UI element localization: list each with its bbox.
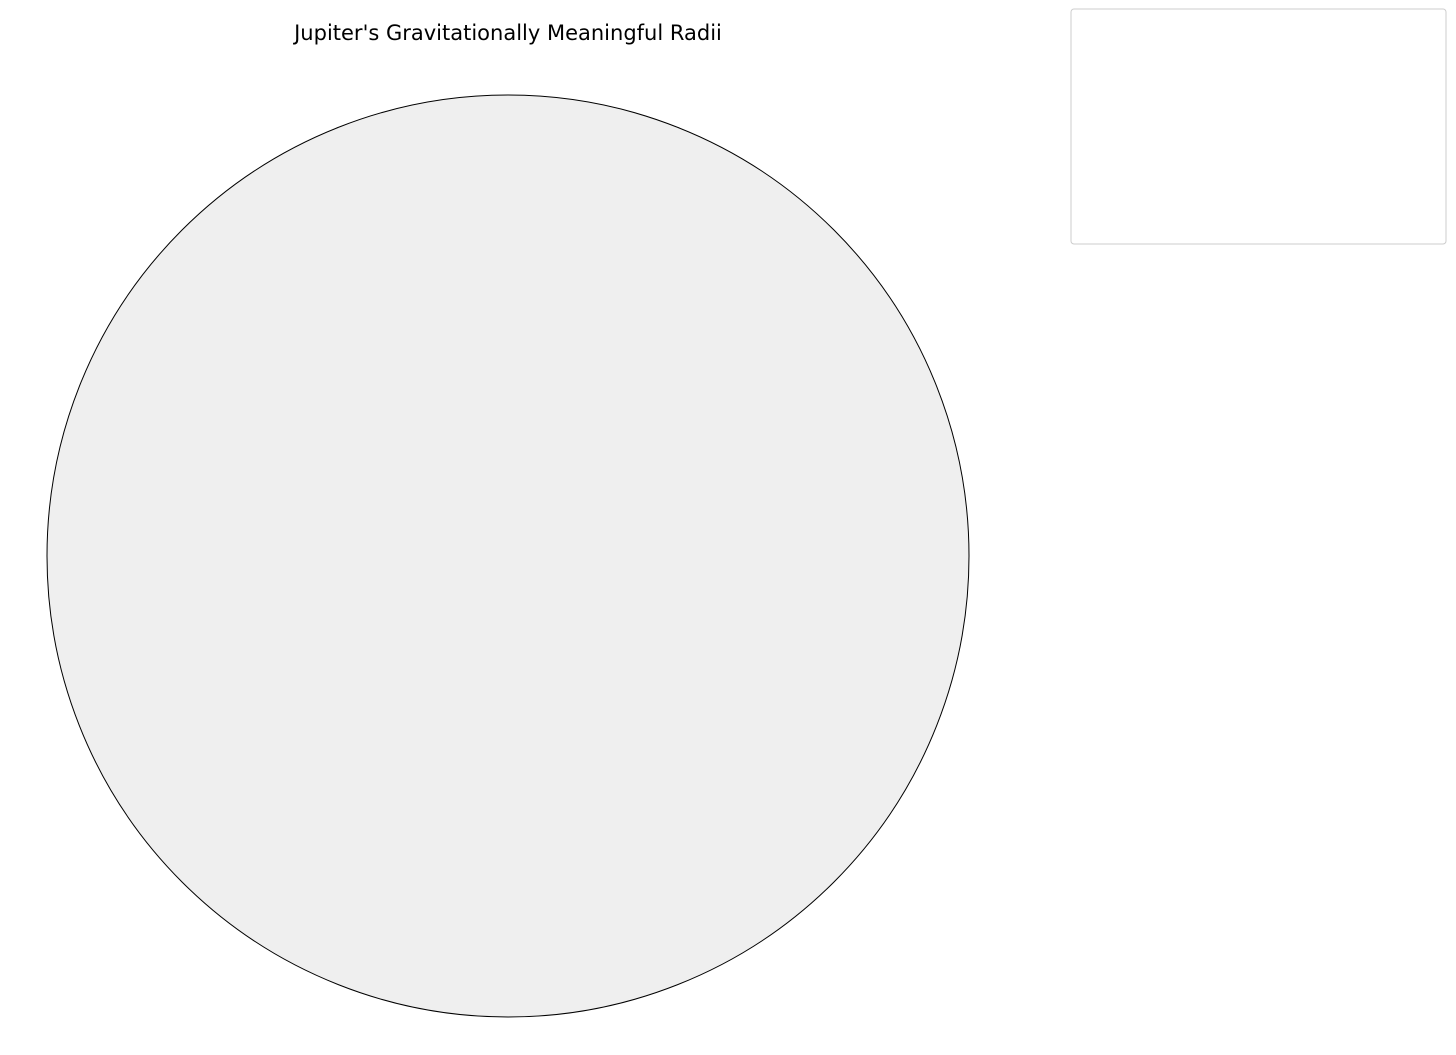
legend-box xyxy=(1070,8,1447,245)
plot-background xyxy=(47,95,969,1017)
chart-title: Jupiter's Gravitationally Meaningful Rad… xyxy=(292,21,722,45)
plot-frame xyxy=(46,94,970,1018)
